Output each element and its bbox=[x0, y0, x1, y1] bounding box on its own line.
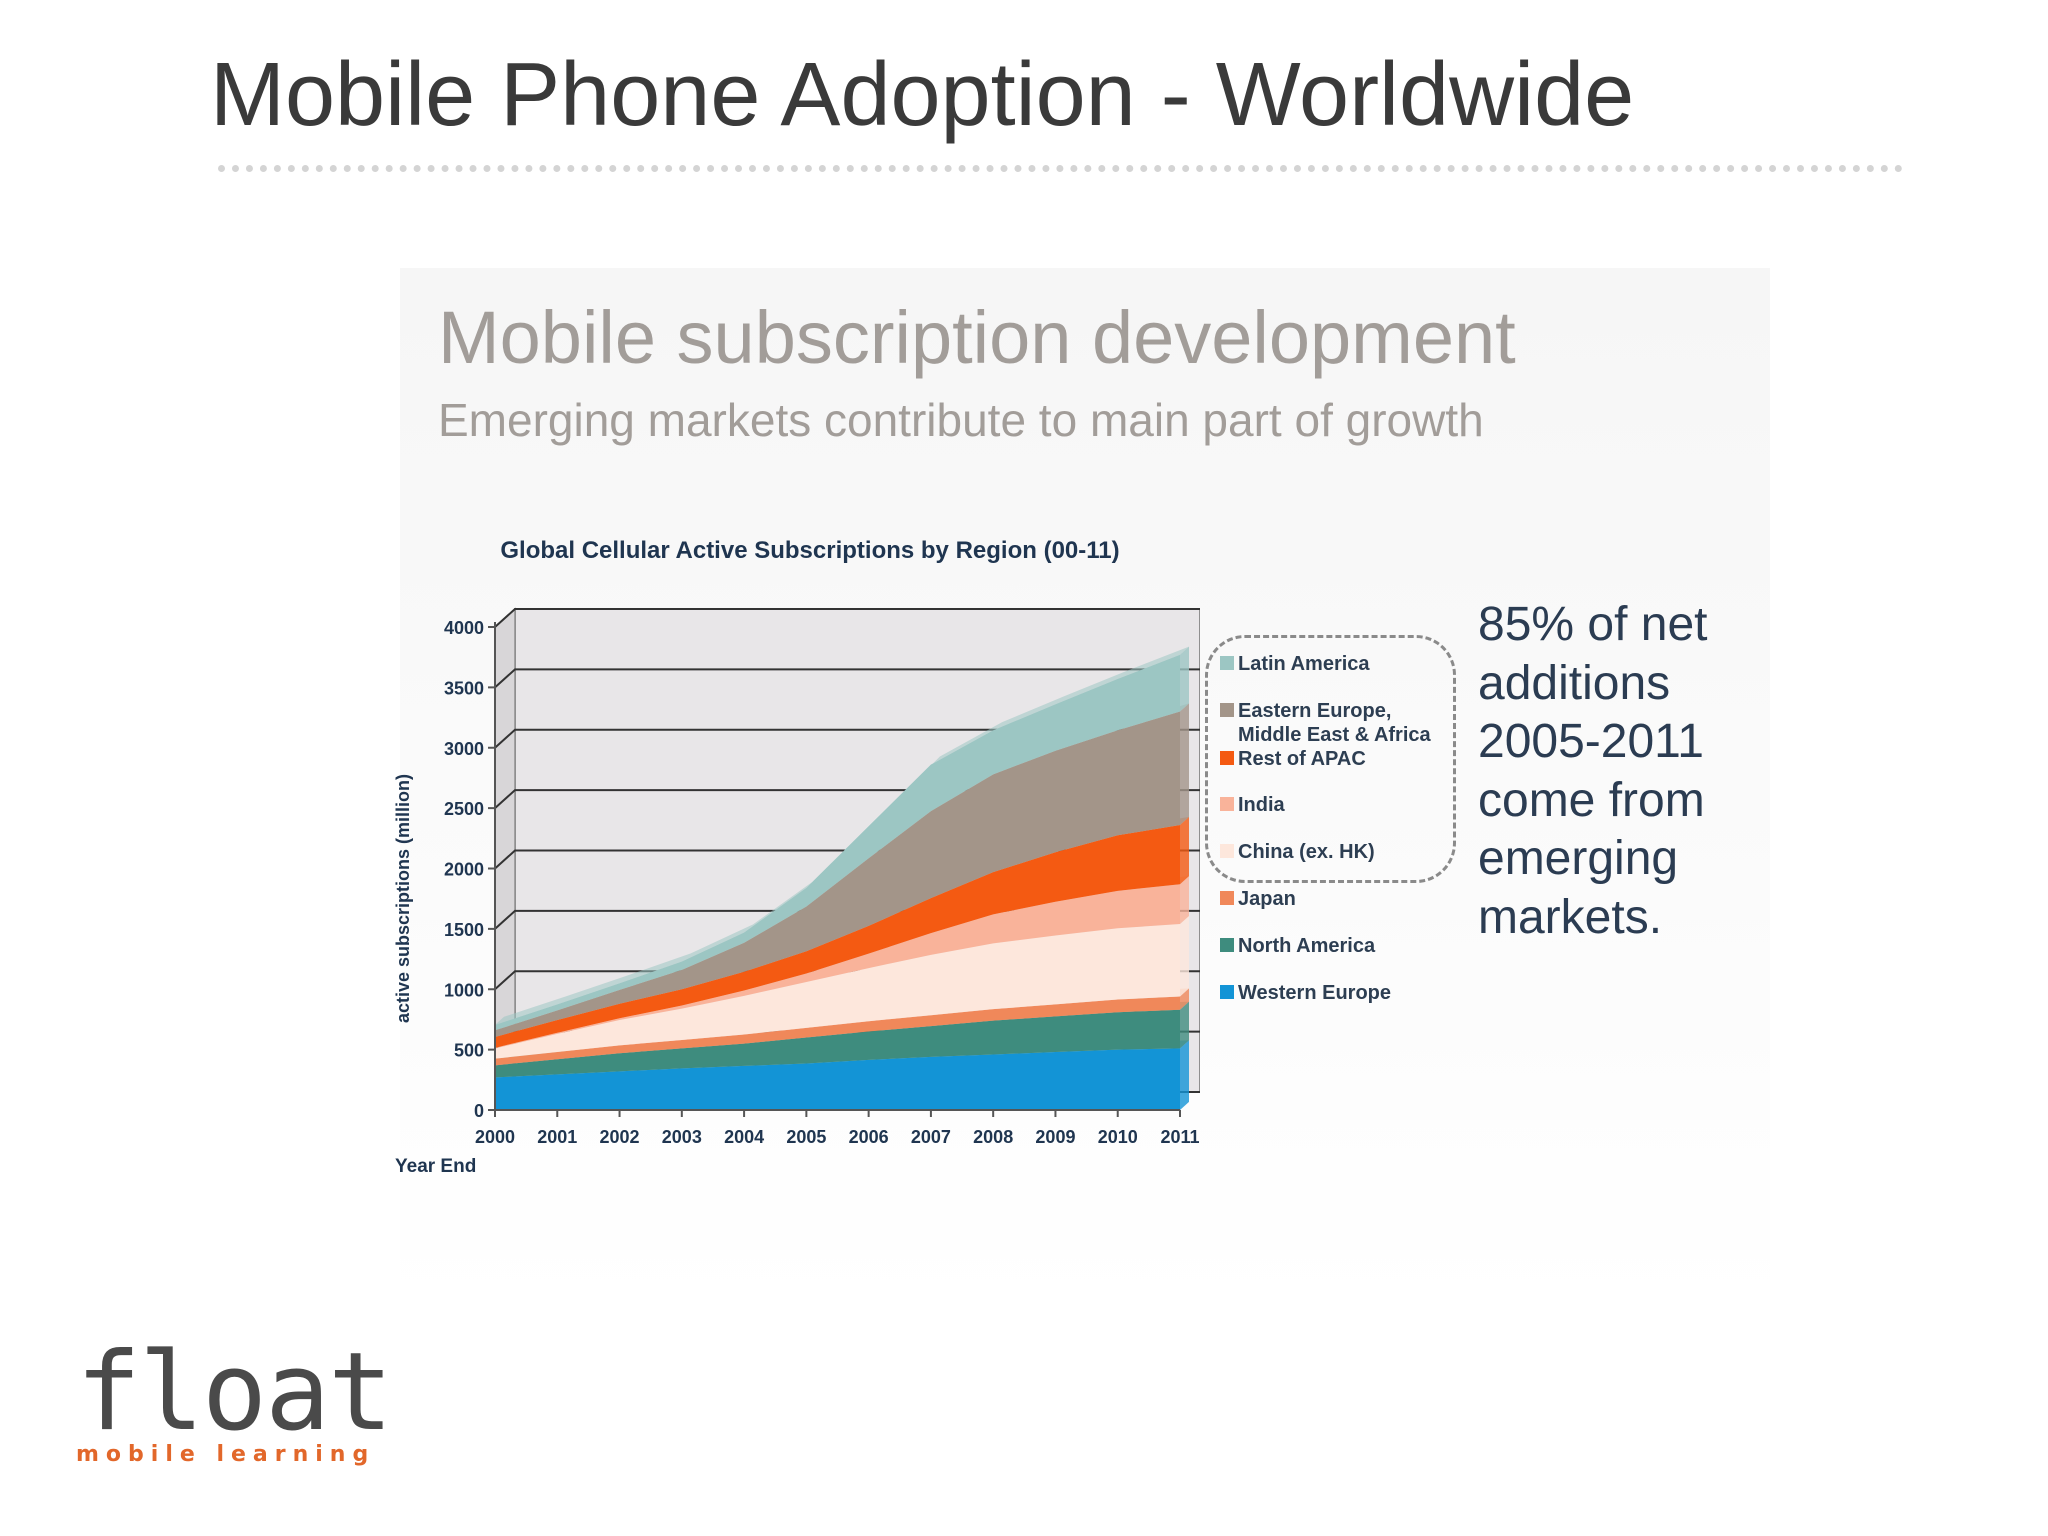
x-tick-label: 2000 bbox=[475, 1127, 515, 1147]
x-tick-label: 2005 bbox=[786, 1127, 826, 1147]
callout-text: 85% of net additions 2005-2011 come from… bbox=[1478, 598, 1708, 944]
y-tick-label: 3000 bbox=[444, 739, 484, 759]
x-tick-label: 2010 bbox=[1098, 1127, 1138, 1147]
legend-swatch bbox=[1220, 751, 1234, 765]
area-depth-face bbox=[1180, 703, 1189, 826]
y-tick-label: 1000 bbox=[444, 980, 484, 1000]
float-logo: float mobile learning bbox=[76, 1330, 393, 1468]
legend-swatch bbox=[1220, 938, 1234, 952]
area-series-china-ex-hk bbox=[495, 924, 1180, 1059]
y-tick-label: 500 bbox=[454, 1041, 484, 1061]
x-tick-label: 2002 bbox=[600, 1127, 640, 1147]
legend-swatch bbox=[1220, 656, 1234, 670]
legend-swatch bbox=[1220, 797, 1234, 811]
legend-label: China (ex. HK) bbox=[1238, 841, 1375, 863]
area-depth-face bbox=[1180, 988, 1189, 1010]
x-axis-label: Year End bbox=[395, 1156, 476, 1177]
legend-swatch bbox=[1220, 703, 1234, 717]
y-axis-label: active subscriptions (million) bbox=[393, 774, 413, 1023]
y-tick-label: 0 bbox=[474, 1101, 484, 1121]
emerging-markets-highlight bbox=[1205, 635, 1456, 883]
gridline bbox=[494, 728, 1200, 749]
panel-heading: Mobile subscription development bbox=[438, 296, 1516, 379]
area-series-eastern-europe-middle-east-africa bbox=[495, 711, 1180, 1037]
area-depth-face bbox=[1180, 1001, 1189, 1049]
gridline bbox=[494, 668, 1200, 689]
area-depth-face bbox=[1180, 1040, 1189, 1110]
area-chart: Global Cellular Active Subscriptions by … bbox=[393, 537, 1200, 1177]
area-depth-face bbox=[1180, 876, 1189, 925]
y-tick-label: 2000 bbox=[444, 860, 484, 880]
panel-subheading: Emerging markets contribute to main part… bbox=[438, 394, 1484, 446]
x-tick-label: 2007 bbox=[911, 1127, 951, 1147]
area-series-north-america bbox=[495, 1009, 1180, 1078]
area-series-japan bbox=[495, 996, 1180, 1066]
slide-title: Mobile Phone Adoption - Worldwide bbox=[210, 45, 1635, 145]
y-tick-label: 1500 bbox=[444, 920, 484, 940]
y-tick-label: 2500 bbox=[444, 799, 484, 819]
area-series-india bbox=[495, 884, 1180, 1049]
legend-label: India bbox=[1238, 794, 1285, 816]
x-tick-label: 2004 bbox=[724, 1127, 764, 1147]
y-tick-label: 4000 bbox=[444, 618, 484, 638]
x-tick-label: 2008 bbox=[973, 1127, 1013, 1147]
logo-wordmark: float bbox=[76, 1330, 393, 1455]
area-depth-face bbox=[1180, 646, 1189, 712]
legend-label: Japan bbox=[1238, 888, 1296, 910]
x-tick-label: 2003 bbox=[662, 1127, 702, 1147]
title-divider bbox=[218, 165, 1903, 172]
area-series-western-europe bbox=[495, 1048, 1180, 1110]
legend-label: North America bbox=[1238, 935, 1376, 957]
legend-swatch bbox=[1220, 985, 1234, 999]
x-tick-label: 2011 bbox=[1160, 1127, 1199, 1147]
legend-label: Eastern Europe, Middle East & Africa bbox=[1238, 700, 1431, 746]
x-tick-label: 2009 bbox=[1035, 1127, 1075, 1147]
legend-swatch bbox=[1220, 891, 1234, 905]
area-series-rest-of-apac bbox=[495, 825, 1180, 1048]
x-tick-label: 2001 bbox=[537, 1127, 577, 1147]
gridline bbox=[494, 608, 1200, 628]
legend-label: Rest of APAC bbox=[1238, 748, 1366, 770]
legend-swatch bbox=[1220, 844, 1234, 858]
logo-tagline: mobile learning bbox=[76, 1442, 376, 1467]
area-depth-face bbox=[1180, 915, 1189, 997]
legend-label: Western Europe bbox=[1238, 982, 1391, 1004]
y-tick-label: 3500 bbox=[444, 678, 484, 698]
chart-title: Global Cellular Active Subscriptions by … bbox=[500, 537, 1119, 564]
x-tick-label: 2006 bbox=[849, 1127, 889, 1147]
area-series-latin-america bbox=[495, 654, 1180, 1031]
area-depth-face bbox=[1180, 816, 1189, 885]
legend-label: Latin America bbox=[1238, 653, 1370, 675]
